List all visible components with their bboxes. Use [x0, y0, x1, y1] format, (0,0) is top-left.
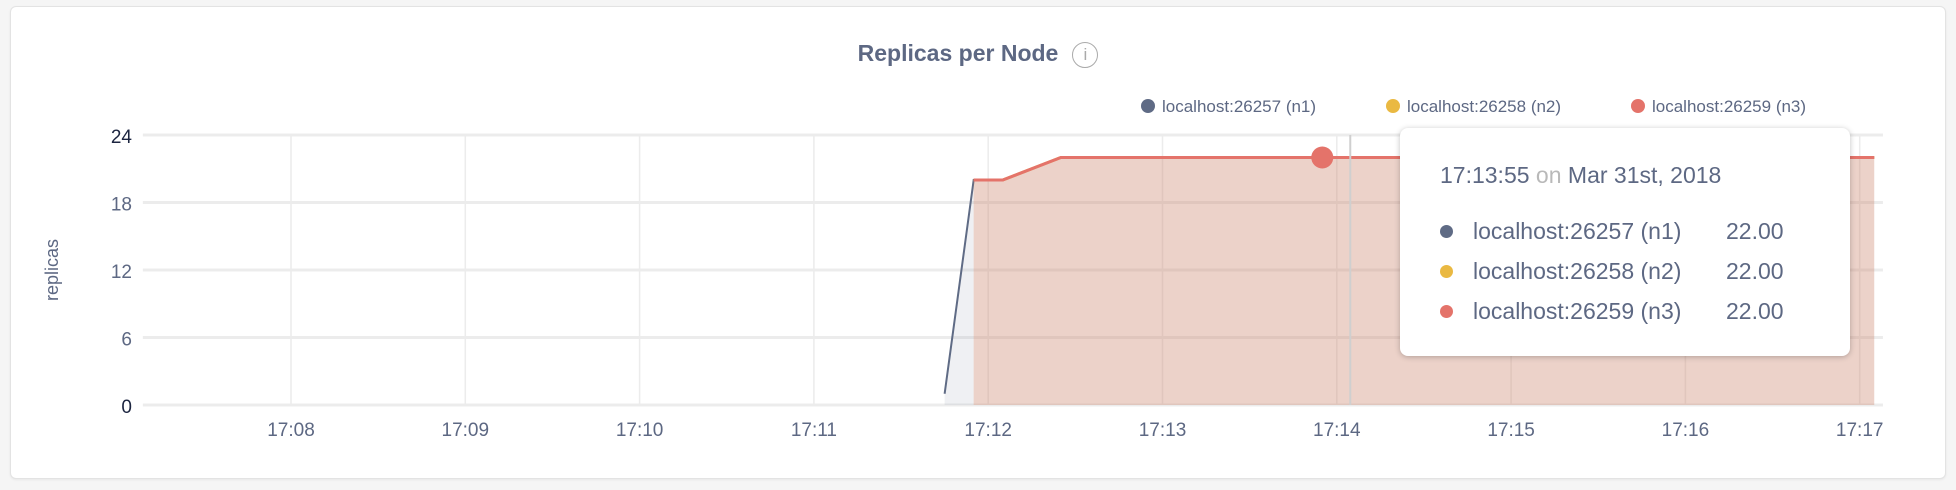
- info-icon[interactable]: i: [1072, 42, 1099, 68]
- series-dot-icon: [1440, 265, 1453, 278]
- x-tick-label: 17:13: [1139, 420, 1187, 441]
- x-tick-label: 17:09: [442, 420, 490, 441]
- y-tick-label: 0: [121, 397, 132, 418]
- tooltip-series-name: localhost:26259 (n3): [1473, 298, 1682, 324]
- x-tick-label: 17:08: [267, 420, 315, 441]
- legend-dot-icon: [1631, 99, 1645, 113]
- series-dot-icon: [1440, 225, 1453, 238]
- y-tick-label: 12: [111, 262, 132, 283]
- x-tick-label: 17:15: [1487, 420, 1535, 441]
- x-tick-label: 17:16: [1662, 420, 1710, 441]
- legend-item: localhost:26259 (n3): [1652, 97, 1806, 116]
- y-tick-label: 18: [111, 195, 132, 216]
- legend-item: localhost:26257 (n1): [1162, 97, 1316, 116]
- y-tick-label: 24: [111, 127, 133, 148]
- tooltip-header: 17:13:55 on Mar 31st, 2018: [1440, 162, 1721, 189]
- x-tick-label: 17:14: [1313, 420, 1361, 441]
- tooltip-time: 17:13:55: [1440, 162, 1530, 188]
- tooltip-on: on: [1535, 162, 1562, 188]
- series-dot-icon: [1440, 305, 1453, 318]
- tooltip-value: 22.00: [1726, 258, 1784, 284]
- tooltip-date: Mar 31st, 2018: [1567, 162, 1722, 188]
- x-tick-label: 17:11: [791, 420, 837, 441]
- legend-dot-icon: [1141, 99, 1155, 113]
- tooltip-series-name: localhost:26258 (n2): [1473, 258, 1682, 284]
- legend-item: localhost:26258 (n2): [1407, 97, 1561, 116]
- x-tick-label: 17:10: [616, 420, 664, 441]
- tooltip-value: 22.00: [1726, 298, 1784, 324]
- tooltip-row: localhost:26257 (n1) 22.00: [1440, 218, 1784, 245]
- legend-dot-icon: [1386, 99, 1400, 113]
- tooltip-series-name: localhost:26257 (n1): [1473, 218, 1682, 244]
- x-tick-label: 17:17: [1836, 420, 1884, 441]
- chart-title-bar: Replicas per Node i: [0, 40, 1956, 68]
- tooltip-value: 22.00: [1726, 218, 1784, 244]
- chart-title: Replicas per Node: [857, 40, 1059, 66]
- hover-point: [1311, 146, 1334, 169]
- y-axis-label: replicas: [42, 239, 62, 301]
- tooltip: 17:13:55 on Mar 31st, 2018 localhost:262…: [1400, 128, 1850, 356]
- x-tick-label: 17:12: [964, 420, 1012, 441]
- y-tick-label: 6: [121, 330, 132, 351]
- tooltip-row: localhost:26259 (n3) 22.00: [1440, 298, 1784, 325]
- tooltip-row: localhost:26258 (n2) 22.00: [1440, 258, 1784, 285]
